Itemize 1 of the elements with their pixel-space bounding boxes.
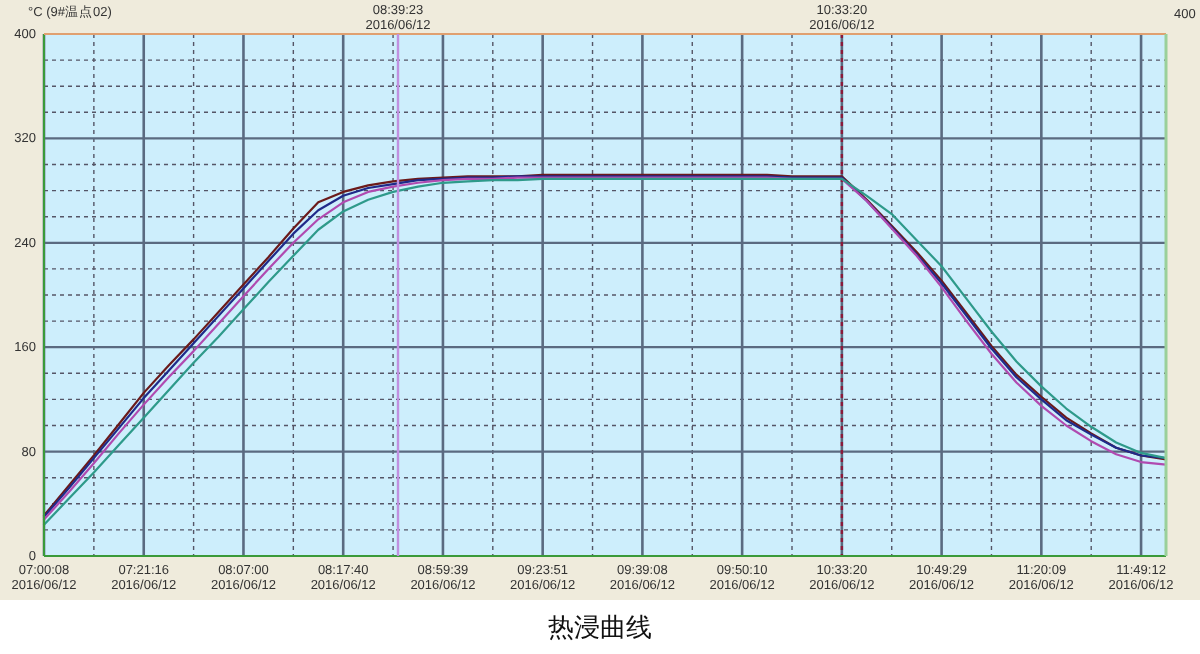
text: 热浸曲线 bbox=[548, 614, 652, 644]
